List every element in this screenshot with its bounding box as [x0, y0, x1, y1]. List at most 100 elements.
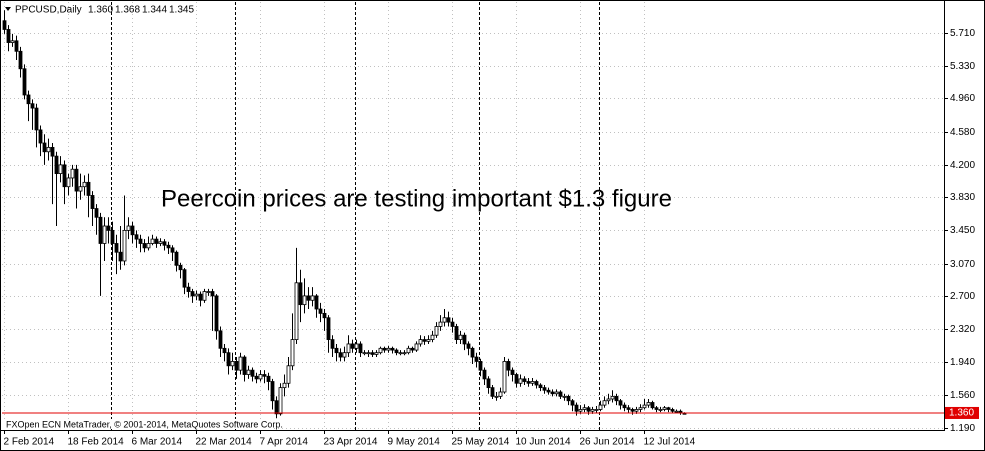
candle-body — [474, 356, 479, 362]
candle-body — [514, 374, 519, 384]
candle-body — [98, 216, 103, 244]
candle-body — [298, 282, 303, 306]
candle-body — [562, 395, 567, 398]
candle-body — [326, 317, 331, 340]
y-tick-label: 2.700 — [950, 291, 975, 302]
x-tick-label: 9 May 2014 — [388, 437, 441, 448]
candle-body — [550, 391, 555, 395]
candle-body — [334, 347, 339, 354]
candle-body — [654, 407, 659, 410]
candle-body — [74, 168, 79, 192]
candle-body — [674, 410, 679, 413]
candle-body — [446, 317, 451, 323]
candle-body — [194, 293, 199, 297]
candle-body — [586, 407, 591, 412]
candle-body — [198, 293, 203, 301]
candle-body — [570, 400, 575, 406]
candle-body — [246, 369, 251, 375]
x-tick-label: 10 Jun 2014 — [516, 437, 571, 448]
candle-body — [190, 291, 195, 297]
candle-body — [294, 282, 299, 340]
candle-body — [450, 321, 455, 327]
candle-body — [262, 374, 267, 377]
candle-body — [50, 146, 55, 157]
header-high: 1.368 — [115, 5, 140, 16]
candle-body — [250, 369, 255, 377]
candle-body — [530, 381, 535, 384]
candle-body — [426, 339, 431, 342]
candle-body — [82, 181, 87, 188]
candle-body — [402, 352, 407, 355]
y-tick-label: 3.070 — [950, 259, 975, 270]
candle-body — [306, 295, 311, 301]
candle-body — [422, 339, 427, 342]
annotation: Peercoin prices are testing important $1… — [161, 185, 672, 212]
candle-body — [638, 407, 643, 410]
candle-body — [434, 326, 439, 336]
x-tick-label: 23 Apr 2014 — [324, 437, 378, 448]
candle-body — [94, 208, 99, 218]
candle-body — [546, 389, 551, 393]
candle-body — [658, 409, 663, 411]
header-close: 1.345 — [169, 5, 194, 16]
candle-body — [410, 347, 415, 351]
y-tick-label: 3.830 — [950, 192, 975, 203]
candle-body — [270, 381, 275, 402]
candle-body — [114, 243, 119, 253]
candle-body — [354, 343, 359, 349]
candle-body — [62, 164, 67, 188]
candle-body — [370, 352, 375, 355]
candle-body — [130, 225, 135, 236]
candle-body — [582, 407, 587, 410]
y-tick-label: 4.200 — [950, 160, 975, 171]
candle-body — [158, 241, 163, 244]
candle-body — [394, 349, 399, 354]
candle-body — [398, 352, 403, 355]
candle-body — [590, 409, 595, 412]
candle-body — [438, 321, 443, 327]
header-symbol: PPCUSD,Daily — [15, 5, 82, 16]
menu-arrow[interactable] — [5, 7, 11, 11]
candle-body — [38, 129, 43, 144]
candle-body — [126, 225, 131, 231]
candle-body — [602, 400, 607, 406]
candle-body — [486, 378, 491, 389]
candle-body — [162, 241, 167, 246]
candle-body — [622, 404, 627, 409]
candle-body — [454, 326, 459, 340]
candle-body — [166, 244, 171, 249]
candle-body — [342, 352, 347, 358]
candle-body — [146, 243, 151, 249]
candle-body — [598, 404, 603, 410]
candle-body — [34, 107, 39, 131]
x-tick-label: 7 Apr 2014 — [260, 437, 309, 448]
candle-body — [118, 251, 123, 262]
candle-body — [254, 375, 259, 380]
candle-body — [538, 384, 543, 389]
candle-body — [322, 312, 327, 319]
candle-body — [662, 407, 667, 410]
candle-body — [618, 400, 623, 406]
candle-body — [406, 347, 411, 354]
y-tick-label: 4.580 — [950, 127, 975, 138]
candle-body — [666, 407, 671, 410]
candle-body — [214, 295, 219, 332]
candle-body — [442, 317, 447, 323]
candle-body — [222, 347, 227, 354]
candle-body — [430, 334, 435, 340]
axes: 5.710 5.330 4.960 4.580 4.200 3.830 3.450 3.070… — [4, 28, 979, 448]
candle-body — [362, 352, 367, 355]
candle-body — [466, 343, 471, 349]
candle-body — [462, 334, 467, 345]
candle-body — [6, 29, 11, 43]
candle-body — [478, 361, 483, 371]
candle-body — [518, 378, 523, 384]
candle-body — [238, 356, 243, 371]
candle-body — [626, 407, 631, 410]
candle-body — [274, 400, 279, 415]
candle-body — [154, 238, 159, 244]
footer-bg — [2, 419, 274, 429]
x-tick-label: 2 Feb 2014 — [4, 437, 55, 448]
